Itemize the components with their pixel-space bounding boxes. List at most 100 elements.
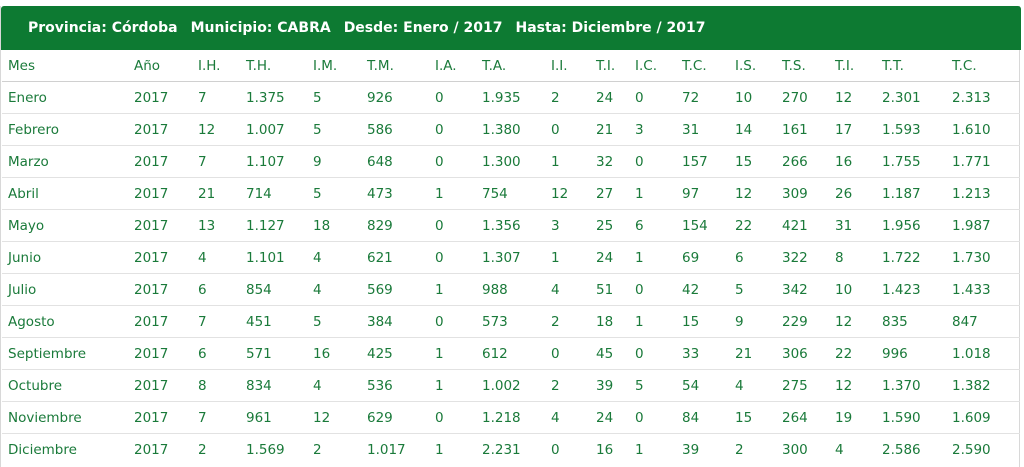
month-cell: Abril: [2, 177, 128, 210]
table-cell: 0: [429, 305, 476, 338]
table-cell: 4: [545, 401, 590, 434]
table-cell: 51: [590, 273, 629, 306]
column-header: T.I.: [829, 50, 876, 82]
table-cell: 1.380: [476, 113, 545, 146]
table-row: Agosto 2017 7 451 5 384 0 573 2 18 1 15 9 229 12 835 847: [2, 305, 1020, 338]
table-cell: 612: [476, 337, 545, 370]
table-cell: 2.313: [952, 89, 991, 106]
table-cell: 16: [590, 433, 629, 465]
table-cell: 961: [240, 401, 307, 434]
column-header: Mes: [2, 50, 128, 82]
column-header: T.I.: [590, 50, 629, 82]
table-cell: 5: [313, 89, 322, 106]
table-cell: 1.300: [476, 145, 545, 178]
column-header: I.I.: [545, 50, 590, 82]
table-cell: 4: [307, 369, 361, 402]
table-cell: 21: [729, 337, 776, 370]
filter-header: Provincia: Córdoba Municipio: CABRA Desd…: [1, 6, 1021, 50]
table-cell: 54: [676, 369, 729, 402]
table-cell: 10: [829, 273, 876, 306]
table-cell: 854: [240, 273, 307, 306]
table-cell: 7: [198, 89, 207, 106]
table-cell: 1.593: [876, 113, 946, 146]
month-cell: Enero: [8, 89, 47, 106]
table-row: Septiembre 2017 6 571 16 425 1 612 0 45 0 33 21 306 22…: [2, 337, 1020, 370]
table-cell: 2.231: [476, 433, 545, 465]
table-cell: 0: [635, 89, 644, 106]
table-cell: 1.356: [476, 209, 545, 242]
table-cell: 1.370: [876, 369, 946, 402]
table-body: Enero 2017 7 1.375 5 926 0 1.935 2 24 0 72 10 270 12 2.…: [2, 82, 1020, 465]
table-cell: 24: [590, 401, 629, 434]
column-header: T.T.: [876, 50, 946, 82]
table-row: Noviembre 2017 7 961 12 629 0 1.218 4 24 0 84 15 264 1…: [2, 401, 1020, 434]
column-header: I.H.: [192, 50, 240, 82]
month-cell: Junio: [2, 241, 128, 274]
table-cell: 1: [629, 177, 676, 210]
table-row: Febrero 2017 12 1.007 5 586 0 1.380 0 21 3 31 14 161 1…: [2, 113, 1020, 146]
table-cell: 0: [545, 113, 590, 146]
table-cell: 847: [946, 305, 1020, 338]
table-cell: 754: [476, 177, 545, 210]
table-cell: 1.127: [240, 209, 307, 242]
month-cell: Febrero: [2, 113, 128, 146]
table-cell: 4: [307, 241, 361, 274]
column-header: T.C.: [676, 50, 729, 82]
table-cell: 229: [776, 305, 829, 338]
table-cell: 13: [192, 209, 240, 242]
table-cell: 9: [307, 145, 361, 178]
table-cell: 1: [545, 145, 590, 178]
table-cell: 573: [476, 305, 545, 338]
table-cell: 12: [192, 113, 240, 146]
table-cell: 25: [590, 209, 629, 242]
hasta-label: Hasta: Diciembre / 2017: [515, 20, 706, 36]
table-cell: 0: [629, 145, 676, 178]
table-cell: 12: [835, 89, 853, 106]
table-cell: 0: [545, 433, 590, 465]
data-table: Mes Año I.H. T.H. I.M. T.M. I.A. T.A. I.I. T.I. I.…: [2, 50, 1020, 465]
table-cell: 72: [682, 89, 700, 106]
table-cell: 31: [829, 209, 876, 242]
table-cell: 2017: [128, 177, 192, 210]
table-cell: 2017: [128, 241, 192, 274]
table-cell: 266: [776, 145, 829, 178]
table-cell: 1.722: [876, 241, 946, 274]
table-cell: 306: [776, 337, 829, 370]
table-cell: 264: [776, 401, 829, 434]
table-cell: 12: [829, 305, 876, 338]
table-row: Diciembre 2017 2 1.569 2 1.017 1 2.231 0 16 1 39 2 30…: [2, 433, 1020, 465]
table-cell: 1.007: [240, 113, 307, 146]
table-cell: 0: [629, 273, 676, 306]
table-cell: 2: [551, 89, 560, 106]
table-cell: 12: [829, 369, 876, 402]
table-cell: 1: [429, 369, 476, 402]
table-cell: 39: [676, 433, 729, 465]
table-cell: 24: [596, 89, 614, 106]
table-cell: 835: [876, 305, 946, 338]
table-row: Abril 2017 21 714 5 473 1 754 12 27 1 97 12 309 26 1.18…: [2, 177, 1020, 210]
table-cell: 0: [429, 145, 476, 178]
table-cell: 1.569: [240, 433, 307, 465]
table-cell: 42: [676, 273, 729, 306]
table-cell: 0: [435, 89, 444, 106]
table-cell: 84: [676, 401, 729, 434]
table-cell: 1: [429, 273, 476, 306]
table-cell: 26: [829, 177, 876, 210]
table-header-row: Mes Año I.H. T.H. I.M. T.M. I.A. T.A. I.I. T.I. I.…: [2, 50, 1020, 82]
table-cell: 1.213: [946, 177, 1020, 210]
table-cell: 2: [729, 433, 776, 465]
table-cell: 309: [776, 177, 829, 210]
provincia-label: Provincia: Córdoba: [28, 20, 178, 36]
table-cell: 6: [729, 241, 776, 274]
table-cell: 5: [307, 177, 361, 210]
table-cell: 629: [361, 401, 429, 434]
table-cell: 1.423: [876, 273, 946, 306]
column-header: I.S.: [729, 50, 776, 82]
table-cell: 7: [192, 145, 240, 178]
table-cell: 0: [429, 241, 476, 274]
table-cell: 16: [307, 337, 361, 370]
table-cell: 421: [776, 209, 829, 242]
table-cell: 1.590: [876, 401, 946, 434]
data-panel: Provincia: Córdoba Municipio: CABRA Desd…: [0, 6, 1021, 467]
table-cell: 7: [192, 401, 240, 434]
